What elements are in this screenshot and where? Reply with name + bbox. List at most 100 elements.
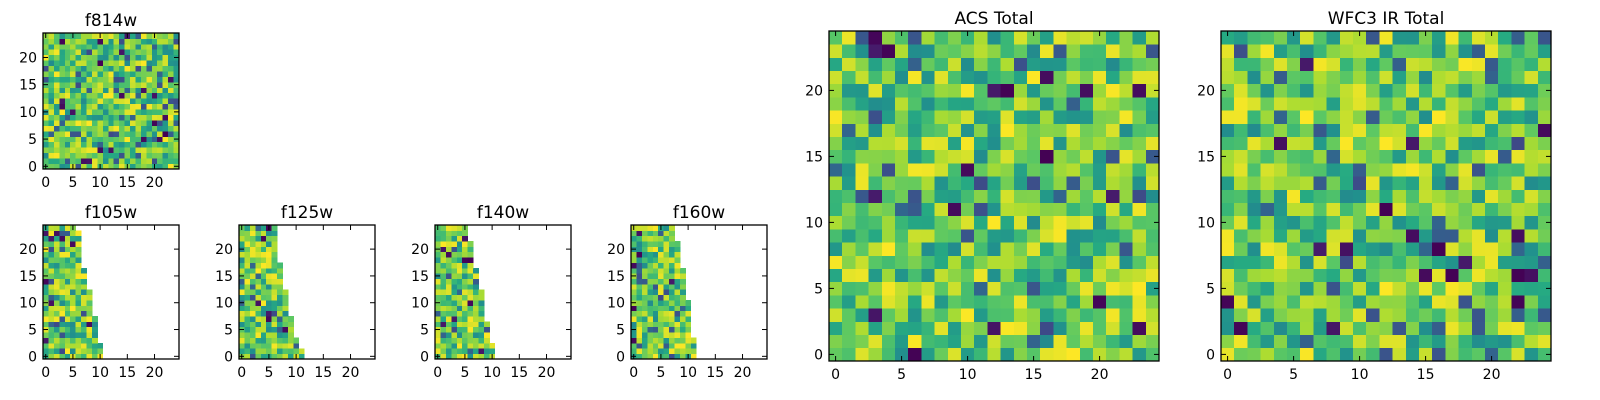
heatmap-cell xyxy=(70,65,77,72)
heatmap-cell xyxy=(48,76,55,83)
heatmap-cell xyxy=(868,31,883,45)
heatmap-cell xyxy=(947,83,962,98)
x-tick-label: 20 xyxy=(146,365,164,381)
heatmap-cell xyxy=(135,130,142,137)
x-tick-label: 5 xyxy=(68,365,77,381)
heatmap-cell xyxy=(445,283,452,290)
heatmap-cell xyxy=(674,278,681,285)
heatmap-cell xyxy=(81,273,87,279)
heatmap-cell xyxy=(467,321,474,328)
heatmap-cell xyxy=(1287,149,1301,164)
heatmap-cell xyxy=(440,353,447,360)
heatmap-cell xyxy=(271,294,278,301)
heatmap-cell xyxy=(140,114,147,121)
heatmap-cell xyxy=(119,65,125,72)
heatmap-cell xyxy=(685,337,692,344)
heatmap-cell xyxy=(86,76,93,83)
heatmap-cell xyxy=(298,353,305,360)
heatmap-cell xyxy=(895,189,909,203)
heatmap-cell xyxy=(1445,70,1459,85)
heatmap-cell xyxy=(947,70,962,85)
heatmap-cell xyxy=(1132,149,1147,164)
heatmap-cell xyxy=(48,158,55,164)
heatmap-cell xyxy=(631,342,637,349)
heatmap-cell xyxy=(636,353,643,360)
heatmap-cell xyxy=(97,158,104,164)
heatmap-cell xyxy=(266,273,273,279)
heatmap-cell xyxy=(1287,347,1301,362)
heatmap-cell xyxy=(1027,57,1041,71)
heatmap-cell xyxy=(934,347,949,362)
heatmap-cell xyxy=(467,278,474,285)
heatmap-cell xyxy=(462,283,469,290)
heatmap-cell xyxy=(478,353,485,360)
heatmap-cell xyxy=(1221,242,1235,256)
panel-title: f105w xyxy=(85,203,137,223)
heatmap-cell xyxy=(1079,189,1094,203)
heatmap-cell xyxy=(1234,295,1248,309)
heatmap-cell xyxy=(1066,97,1081,111)
heatmap-cell xyxy=(1040,202,1054,217)
heatmap-cell xyxy=(1300,149,1314,164)
heatmap-cell xyxy=(48,81,55,88)
heatmap-cell xyxy=(881,229,896,243)
heatmap-cell xyxy=(1234,110,1248,124)
heatmap-cell xyxy=(462,326,469,333)
heatmap-cell xyxy=(48,103,55,110)
heatmap-cell xyxy=(162,163,169,170)
heatmap-cell xyxy=(130,152,136,159)
heatmap-cell xyxy=(1432,136,1446,151)
heatmap-cell xyxy=(451,337,458,344)
heatmap-cell xyxy=(1040,176,1054,190)
heatmap-cell xyxy=(1537,229,1552,243)
heatmap-cell xyxy=(842,334,856,349)
heatmap-cell xyxy=(271,300,278,306)
heatmap-cell xyxy=(1079,163,1094,177)
heatmap-cell xyxy=(119,43,125,50)
heatmap-cell xyxy=(881,202,896,217)
heatmap-cell xyxy=(130,103,136,110)
heatmap-cell xyxy=(1445,255,1459,269)
heatmap-cell xyxy=(445,241,452,247)
heatmap-cell xyxy=(921,123,935,137)
heatmap-cell xyxy=(146,136,153,143)
heatmap-cell xyxy=(75,43,82,50)
heatmap-cell xyxy=(663,342,670,349)
heatmap-cell xyxy=(135,147,142,154)
heatmap-cell xyxy=(1471,44,1486,58)
y-tick-label: 10 xyxy=(1197,215,1215,231)
heatmap-cell xyxy=(658,235,665,242)
heatmap-cell xyxy=(108,130,115,137)
heatmap-cell xyxy=(641,262,648,269)
heatmap-cell xyxy=(974,70,988,85)
heatmap-cell xyxy=(1445,321,1459,335)
heatmap-cell xyxy=(124,60,131,67)
heatmap-cell xyxy=(53,120,60,126)
heatmap-cell xyxy=(255,332,262,338)
heatmap-cell xyxy=(157,130,164,137)
heatmap-cell xyxy=(1445,295,1459,309)
heatmap-cell xyxy=(921,163,935,177)
heatmap-cell xyxy=(48,246,55,253)
heatmap-cell xyxy=(855,189,869,203)
heatmap-cell xyxy=(842,268,856,283)
heatmap-cell xyxy=(1419,347,1433,362)
heatmap-cell xyxy=(1524,215,1539,230)
heatmap-cell xyxy=(647,225,654,231)
heatmap-cell xyxy=(483,326,490,333)
heatmap-cell xyxy=(435,305,441,312)
heatmap-cell xyxy=(282,300,289,306)
heatmap-cell xyxy=(249,257,256,263)
heatmap-cell xyxy=(86,332,93,338)
heatmap-cell xyxy=(102,71,109,77)
heatmap-cell xyxy=(168,125,174,132)
heatmap-cell xyxy=(260,310,267,317)
heatmap-cell xyxy=(462,342,469,349)
heatmap-cell xyxy=(1119,31,1133,45)
heatmap-cell xyxy=(961,321,975,335)
heatmap-cell xyxy=(636,348,643,355)
heatmap-cell xyxy=(86,87,93,94)
heatmap-cell xyxy=(86,49,93,56)
heatmap-cell xyxy=(64,267,71,274)
heatmap-cell xyxy=(631,283,637,290)
